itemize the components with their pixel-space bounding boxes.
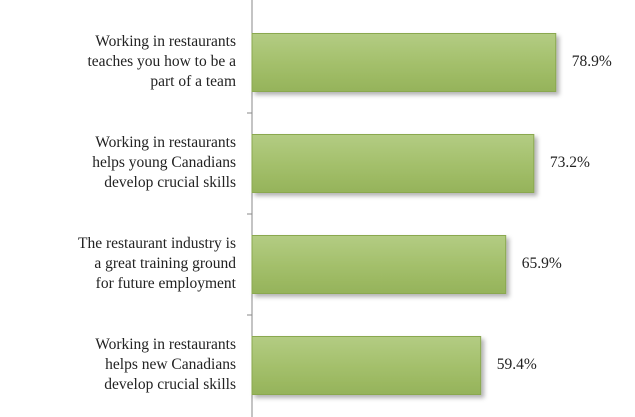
data-label: 73.2% [550, 154, 590, 171]
y-tick-label: develop crucial skills [104, 174, 236, 191]
y-tick-label: helps young Canadians [92, 154, 236, 171]
y-tick-label: teaches you how to be a [88, 53, 237, 70]
data-label: 65.9% [522, 255, 562, 272]
y-tick-label: for future employment [96, 275, 237, 292]
y-tick-label: The restaurant industry is [78, 235, 236, 252]
bar [251, 33, 557, 92]
y-tick-label: a great training ground [94, 255, 236, 272]
y-tick-label: Working in restaurants [95, 33, 236, 50]
bar [251, 235, 507, 294]
data-label: 59.4% [497, 356, 537, 373]
y-tick-label: Working in restaurants [95, 336, 236, 353]
y-tick-label: develop crucial skills [104, 376, 236, 393]
y-tick-label: part of a team [150, 73, 236, 90]
data-label: 78.9% [572, 53, 612, 70]
y-tick-label: helps new Canadians [105, 356, 236, 373]
y-tick-label: Working in restaurants [95, 134, 236, 151]
bar [251, 336, 482, 395]
bar [251, 134, 535, 193]
